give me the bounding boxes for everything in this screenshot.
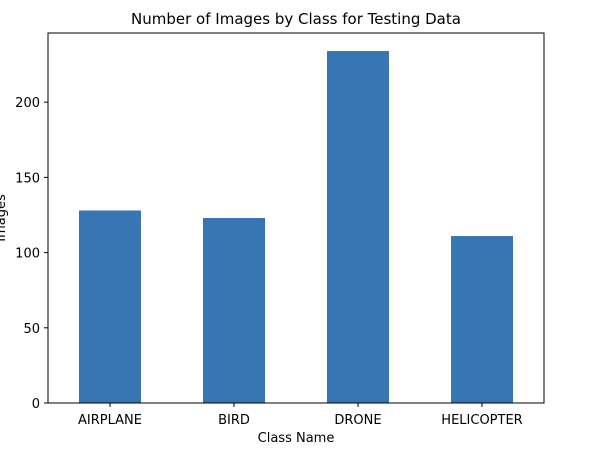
x-tick-label-airplane: AIRPLANE [78, 413, 142, 428]
y-tick-label-100: 100 [15, 247, 40, 262]
y-tick-label-0: 0 [32, 397, 40, 412]
x-tick-label-bird: BIRD [218, 413, 250, 428]
chart-title: Number of Images by Class for Testing Da… [131, 10, 461, 28]
x-tick-label-helicopter: HELICOPTER [441, 413, 522, 428]
y-tick-label-50: 50 [23, 322, 40, 337]
x-axis-label: Class Name [258, 431, 335, 446]
bar-drone [327, 51, 389, 404]
bar-airplane [79, 210, 141, 403]
plot-frame [47, 32, 545, 404]
x-tick-label-drone: DRONE [334, 413, 381, 428]
bars-group [79, 51, 513, 404]
y-tick-label-150: 150 [15, 171, 40, 186]
y-tick-label-200: 200 [15, 96, 40, 111]
x-axis: AIRPLANE BIRD DRONE HELICOPTER [78, 403, 523, 428]
bar-helicopter [451, 236, 513, 403]
bar-bird [203, 218, 265, 403]
y-axis: 0 50 100 150 200 [15, 96, 48, 412]
y-axis-label: Images [0, 194, 9, 242]
